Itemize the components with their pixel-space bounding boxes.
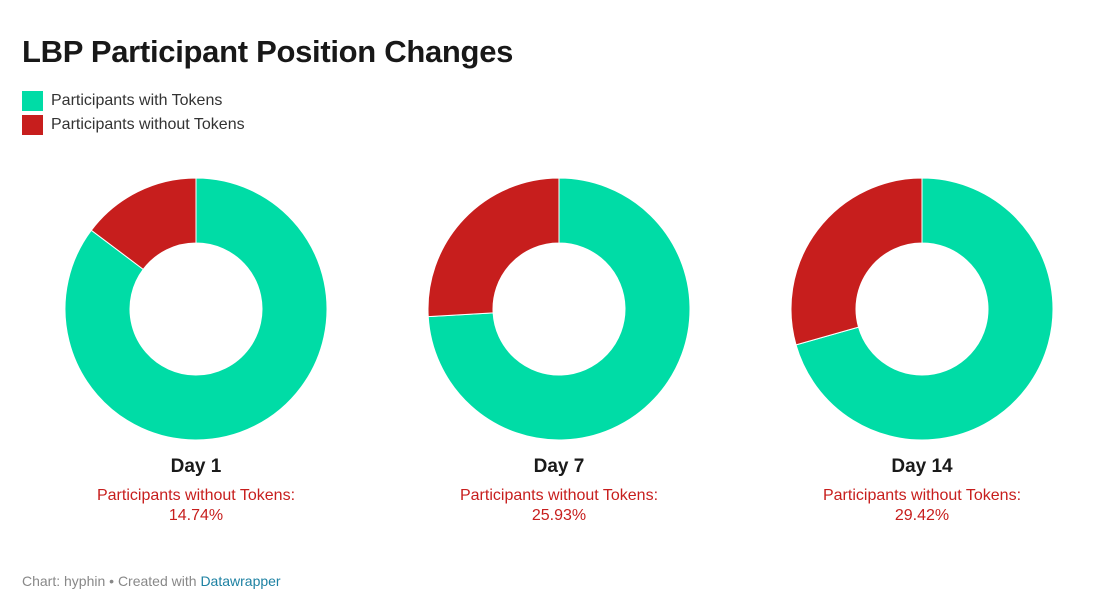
day-label: Day 7 — [533, 456, 585, 477]
donut-slice-with-tokens[interactable] — [64, 177, 328, 441]
day-label: Day 14 — [891, 456, 953, 477]
legend: Participants with Tokens Participants wi… — [22, 89, 245, 137]
caption-value: 14.74% — [168, 507, 224, 524]
donut-chart-day-1 — [64, 177, 328, 441]
donut-svg-day-1 — [64, 177, 328, 441]
legend-swatch-without-tokens — [22, 115, 43, 135]
caption-day-7: Day 7 Participants without Tokens: 25.93… — [409, 456, 709, 526]
donut-slice-with-tokens[interactable] — [427, 177, 691, 441]
donut-slice-with-tokens[interactable] — [795, 177, 1054, 441]
donut-slice-without-tokens[interactable] — [790, 177, 923, 346]
legend-item-without-tokens: Participants without Tokens — [22, 113, 245, 137]
legend-label-without-tokens: Participants without Tokens — [51, 116, 245, 133]
legend-swatch-with-tokens — [22, 91, 43, 111]
caption-day-1: Day 1 Participants without Tokens: 14.74… — [46, 456, 346, 526]
datawrapper-link[interactable]: Datawrapper — [200, 573, 281, 589]
donut-chart-day-14 — [790, 177, 1054, 441]
chart-title: LBP Participant Position Changes — [22, 34, 514, 69]
donut-slice-without-tokens[interactable] — [90, 177, 197, 271]
caption-label: Participants without Tokens: — [459, 487, 659, 504]
caption-value: 29.42% — [894, 507, 950, 524]
caption-value: 25.93% — [531, 507, 587, 524]
caption-label: Participants without Tokens: — [822, 487, 1022, 504]
footer-credit: Chart: hyphin • Created with — [22, 573, 201, 589]
caption-label: Participants without Tokens: — [96, 487, 296, 504]
donut-svg-day-14 — [790, 177, 1054, 441]
legend-item-with-tokens: Participants with Tokens — [22, 89, 245, 113]
donut-svg-day-7 — [427, 177, 691, 441]
day-label: Day 1 — [170, 456, 222, 477]
legend-label-with-tokens: Participants with Tokens — [51, 92, 223, 109]
caption-day-14: Day 14 Participants without Tokens: 29.4… — [772, 456, 1072, 526]
chart-footer: Chart: hyphin • Created with Datawrapper — [22, 573, 281, 589]
donut-chart-day-7 — [427, 177, 691, 441]
donut-slice-without-tokens[interactable] — [427, 177, 560, 318]
